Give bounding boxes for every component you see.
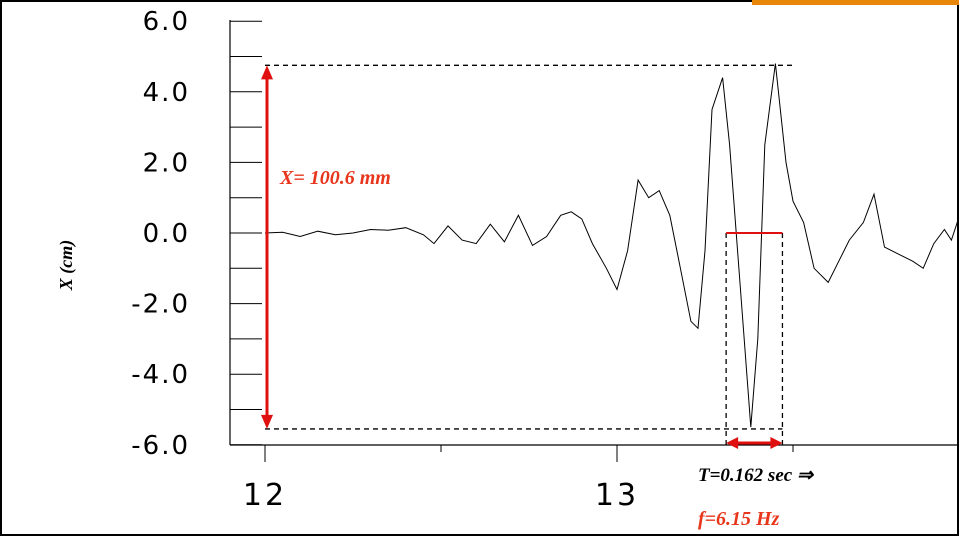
y-tick-label: 0.0 xyxy=(143,219,190,249)
y-tick-label: -4.0 xyxy=(131,360,190,390)
y-axis-label: X (cm) xyxy=(56,240,77,291)
amplitude-label: X= 100.6 mm xyxy=(279,167,391,189)
y-tick-label: 4.0 xyxy=(143,78,190,108)
period-label: T=0.162 sec ⇒ xyxy=(698,465,814,486)
y-axis-ticks: 6.0 4.0 2.0 0.0 -2.0 -4.0 -6.0 xyxy=(131,7,262,461)
series-line xyxy=(264,63,959,428)
y-tick-label: 2.0 xyxy=(143,148,190,178)
y-tick-label: -2.0 xyxy=(131,290,190,320)
x-tick-label: 1 xyxy=(958,478,959,513)
x-tick-label: 13 xyxy=(595,478,639,513)
y-tick-label: -6.0 xyxy=(131,431,190,461)
period-arrow xyxy=(726,437,783,449)
amplitude-arrow xyxy=(261,65,273,429)
x-axis-ticks: 12 13 1 xyxy=(243,445,959,513)
y-tick-label: 6.0 xyxy=(143,7,190,37)
frequency-label: f=6.15 Hz xyxy=(698,508,780,530)
orange-accent-bar xyxy=(752,0,959,5)
x-tick-label: 12 xyxy=(243,478,287,513)
